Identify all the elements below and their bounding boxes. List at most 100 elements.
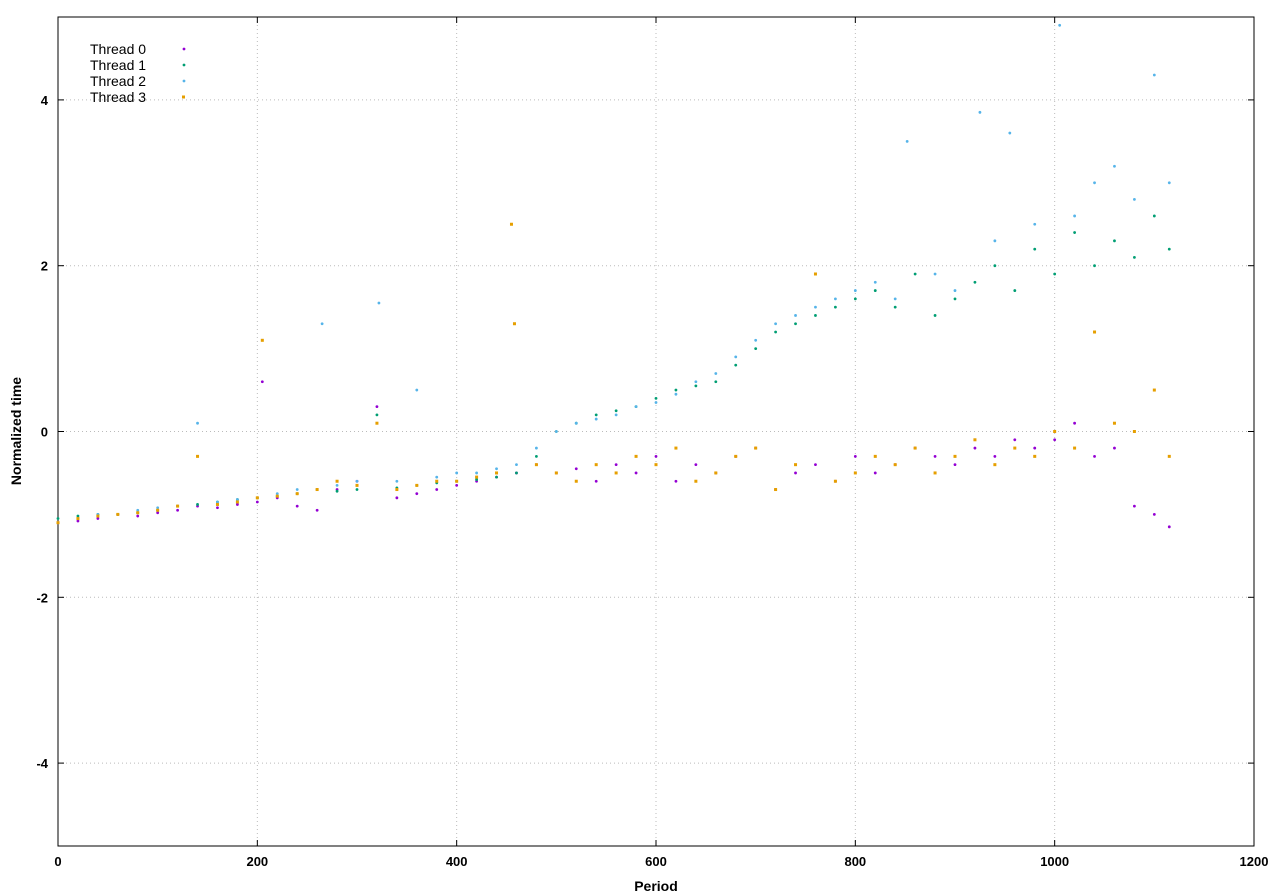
legend-label: Thread 2 bbox=[90, 73, 146, 89]
data-point bbox=[156, 506, 160, 510]
data-point bbox=[255, 500, 259, 504]
data-point bbox=[893, 297, 897, 301]
data-point bbox=[196, 454, 200, 458]
data-point bbox=[260, 380, 264, 384]
data-point bbox=[574, 479, 578, 483]
data-point bbox=[933, 471, 937, 475]
data-point bbox=[754, 338, 758, 342]
data-point bbox=[913, 446, 917, 450]
data-point bbox=[674, 392, 678, 396]
series-2 bbox=[56, 23, 1171, 525]
y-tick-label: -2 bbox=[36, 590, 48, 605]
data-point bbox=[1033, 222, 1037, 226]
data-point bbox=[1152, 214, 1156, 218]
data-point bbox=[714, 372, 718, 375]
data-point bbox=[435, 488, 439, 491]
data-point bbox=[455, 479, 459, 483]
data-point bbox=[833, 479, 837, 483]
data-point bbox=[694, 384, 698, 388]
data-point bbox=[1073, 421, 1076, 425]
data-point bbox=[734, 363, 738, 367]
data-point bbox=[395, 488, 399, 492]
data-point bbox=[176, 508, 180, 512]
data-point bbox=[594, 463, 598, 467]
data-point bbox=[1013, 446, 1017, 450]
data-point bbox=[216, 500, 219, 504]
data-point bbox=[136, 508, 140, 512]
data-point bbox=[674, 479, 678, 483]
data-point bbox=[594, 413, 598, 417]
data-point bbox=[56, 521, 60, 525]
data-point bbox=[853, 471, 857, 475]
data-point bbox=[933, 314, 937, 317]
data-point bbox=[794, 463, 798, 467]
data-point bbox=[554, 471, 558, 475]
data-point bbox=[136, 514, 140, 518]
data-point bbox=[355, 483, 359, 487]
data-point bbox=[495, 475, 498, 479]
data-point bbox=[933, 454, 937, 458]
y-tick-label: 2 bbox=[41, 259, 48, 274]
data-point bbox=[156, 511, 160, 515]
data-point bbox=[993, 454, 997, 458]
data-point bbox=[475, 471, 478, 475]
data-point bbox=[475, 478, 478, 481]
data-point bbox=[774, 488, 778, 492]
data-point bbox=[1033, 247, 1037, 251]
x-tick-label: 400 bbox=[446, 854, 468, 869]
data-point bbox=[1113, 446, 1116, 450]
data-point bbox=[76, 514, 80, 518]
data-point bbox=[96, 514, 100, 518]
data-point bbox=[1073, 231, 1076, 234]
data-point bbox=[515, 471, 518, 475]
data-point bbox=[814, 463, 817, 467]
data-point bbox=[1113, 164, 1116, 168]
data-point bbox=[96, 517, 100, 520]
data-point bbox=[574, 467, 578, 471]
data-point bbox=[76, 519, 80, 523]
data-point bbox=[1008, 131, 1012, 135]
data-point bbox=[814, 305, 817, 309]
data-point bbox=[236, 498, 239, 501]
grid-lines bbox=[58, 17, 1254, 846]
data-point bbox=[794, 471, 797, 475]
data-point bbox=[754, 347, 758, 350]
y-tick-label: 4 bbox=[41, 93, 49, 108]
data-point bbox=[634, 454, 638, 458]
data-point bbox=[495, 467, 498, 471]
data-point bbox=[853, 454, 857, 458]
data-point bbox=[375, 413, 379, 417]
data-point bbox=[355, 479, 359, 483]
data-point bbox=[834, 297, 837, 301]
data-point bbox=[674, 446, 678, 450]
data-point bbox=[156, 508, 160, 512]
data-point bbox=[1152, 388, 1156, 392]
data-point bbox=[1053, 438, 1057, 442]
data-point bbox=[1053, 430, 1057, 433]
data-point bbox=[933, 272, 937, 276]
data-point bbox=[714, 380, 718, 384]
data-point bbox=[196, 503, 199, 506]
data-point bbox=[953, 297, 957, 301]
data-point bbox=[1013, 289, 1017, 292]
series-3 bbox=[56, 222, 1171, 525]
data-point bbox=[993, 264, 997, 268]
data-point bbox=[1112, 421, 1116, 425]
data-point bbox=[275, 494, 279, 498]
y-tick-label: -4 bbox=[36, 756, 48, 771]
data-point bbox=[794, 314, 797, 317]
axis-ticks bbox=[57, 17, 1255, 846]
data-point bbox=[694, 463, 698, 467]
data-point bbox=[415, 483, 419, 487]
data-point bbox=[1133, 256, 1136, 259]
legend-marker bbox=[182, 47, 186, 51]
data-point bbox=[335, 483, 339, 487]
data-point bbox=[1053, 272, 1057, 276]
data-point bbox=[260, 338, 264, 342]
x-tick-label: 800 bbox=[844, 854, 866, 869]
data-point bbox=[813, 272, 817, 276]
data-point bbox=[236, 503, 239, 506]
data-point bbox=[1073, 446, 1077, 450]
data-point bbox=[355, 488, 359, 491]
